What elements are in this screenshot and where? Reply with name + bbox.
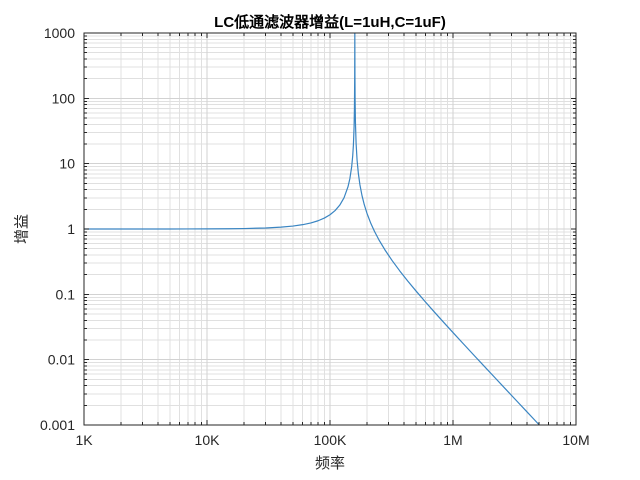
gain-curve (84, 33, 540, 425)
tick-labels: 1K 10K 100K 1M 10M 1000 100 10 1 0.1 0.01 0.001 (40, 25, 590, 448)
x-tick-label: 10M (562, 432, 589, 448)
chart-title: LC低通滤波器增益(L=1uH,C=1uF) (214, 14, 446, 31)
tick-marks (83, 32, 577, 426)
y-tick-label: 0.001 (40, 417, 75, 433)
x-tick-label: 1K (75, 432, 93, 448)
x-axis-label: 频率 (314, 455, 345, 472)
y-tick-label: 0.1 (56, 286, 76, 302)
x-tick-label: 100K (314, 432, 347, 448)
y-tick-label: 1 (67, 221, 75, 237)
y-tick-label: 0.01 (48, 352, 75, 368)
x-tick-label: 1M (443, 432, 462, 448)
y-tick-label: 100 (52, 90, 76, 106)
x-tick-label: 10K (195, 432, 221, 448)
y-tick-label: 1000 (44, 25, 75, 41)
y-tick-label: 10 (59, 156, 75, 172)
